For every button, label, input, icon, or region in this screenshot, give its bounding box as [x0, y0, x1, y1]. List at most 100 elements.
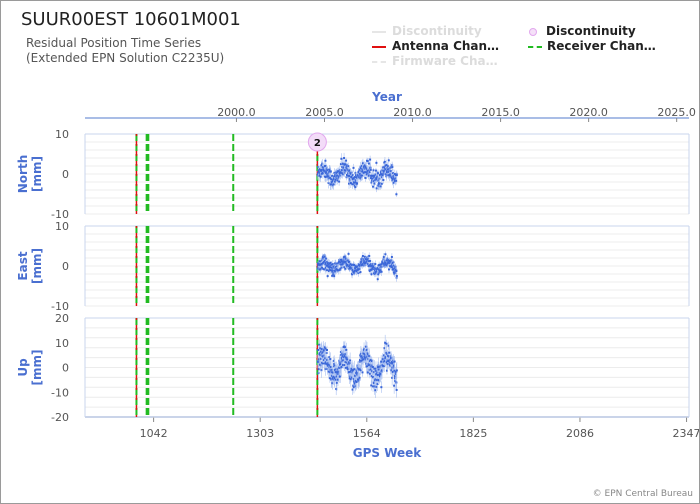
data-point	[326, 260, 329, 263]
data-point	[332, 359, 335, 362]
data-point	[339, 375, 342, 378]
data-point	[345, 165, 348, 168]
data-point	[370, 273, 373, 276]
data-point	[382, 256, 385, 259]
data-point	[321, 266, 324, 269]
bottom-axis-label: GPS Week	[353, 446, 423, 460]
data-point	[374, 367, 377, 370]
data-point	[386, 257, 389, 260]
data-point	[318, 260, 321, 263]
data-point	[330, 178, 333, 181]
data-point	[383, 354, 386, 357]
data-point	[329, 176, 332, 179]
data-point	[359, 271, 362, 274]
data-point	[369, 363, 372, 366]
data-point	[360, 262, 363, 265]
y-tick-label: -10	[51, 208, 69, 221]
data-point	[350, 376, 353, 379]
data-point	[385, 361, 388, 364]
data-point	[331, 174, 334, 177]
data-point	[328, 371, 331, 374]
data-point	[360, 170, 363, 173]
data-point	[393, 173, 396, 176]
data-point	[374, 263, 377, 266]
y-axis-label-line: North	[16, 155, 30, 193]
data-point	[390, 255, 393, 258]
data-point	[392, 271, 395, 274]
data-point	[358, 267, 361, 270]
y-tick-label: -10	[51, 386, 69, 399]
data-point	[338, 361, 341, 364]
data-point	[392, 268, 395, 271]
data-point	[377, 366, 380, 369]
data-point	[372, 382, 375, 385]
data-point	[340, 266, 343, 269]
data-point	[323, 259, 326, 262]
data-point	[354, 171, 357, 174]
data-point	[328, 268, 331, 271]
data-point	[375, 385, 378, 388]
y-tick-label: 10	[55, 337, 69, 350]
legend-discontinuity-marker-label[interactable]: Discontinuity	[546, 24, 636, 38]
data-point	[348, 260, 351, 263]
data-point	[383, 347, 386, 350]
data-point	[356, 182, 359, 185]
bottom-axis-tick-label: 1564	[353, 427, 381, 440]
data-point	[350, 171, 353, 174]
data-point	[361, 162, 364, 165]
data-point	[338, 180, 341, 183]
top-axis-label: Year	[371, 90, 402, 104]
data-point	[337, 269, 340, 272]
legend-discontinuity-line-label[interactable]: Discontinuity	[392, 24, 482, 38]
data-point	[353, 263, 356, 266]
data-point	[370, 264, 373, 267]
data-point	[376, 379, 379, 382]
data-point	[349, 172, 352, 175]
data-point	[347, 263, 350, 266]
legend-antenna-label[interactable]: Antenna Chan…	[392, 39, 500, 53]
data-point	[363, 255, 366, 258]
top-axis-tick-label: 2000.0	[217, 106, 256, 119]
data-point	[360, 259, 363, 262]
data-point	[353, 177, 356, 180]
data-point	[377, 179, 380, 182]
data-point	[345, 166, 348, 169]
data-point	[317, 368, 320, 371]
data-point	[378, 263, 381, 266]
data-point	[367, 364, 370, 367]
data-point	[350, 181, 353, 184]
data-point	[376, 175, 379, 178]
data-point	[361, 255, 364, 258]
data-point	[335, 381, 338, 384]
data-point	[361, 262, 364, 265]
legend-receiver-label[interactable]: Receiver Chan…	[547, 39, 656, 53]
top-axis-tick-label: 2010.0	[393, 106, 432, 119]
panel-north: 10 0 -10 North[mm]	[16, 128, 690, 221]
data-point	[341, 172, 344, 175]
data-point	[329, 264, 332, 267]
data-point	[342, 262, 345, 265]
data-point	[320, 348, 323, 351]
data-point	[385, 164, 388, 167]
data-point	[328, 270, 331, 273]
data-point	[354, 176, 357, 179]
data-point	[378, 182, 381, 185]
data-point	[374, 169, 377, 172]
data-point	[353, 181, 356, 184]
data-point	[339, 163, 342, 166]
data-point	[357, 267, 360, 270]
legend-firmware-label[interactable]: Firmware Cha…	[392, 54, 498, 68]
data-point	[368, 171, 371, 174]
data-point	[364, 258, 367, 261]
data-point	[336, 174, 339, 177]
data-point	[385, 175, 388, 178]
data-point	[355, 380, 358, 383]
data-point	[336, 179, 339, 182]
data-point	[326, 358, 329, 361]
data-point	[341, 352, 344, 355]
data-point	[347, 165, 350, 168]
data-point	[380, 182, 383, 185]
data-point	[383, 169, 386, 172]
data-point	[395, 388, 398, 391]
data-point	[380, 386, 383, 389]
